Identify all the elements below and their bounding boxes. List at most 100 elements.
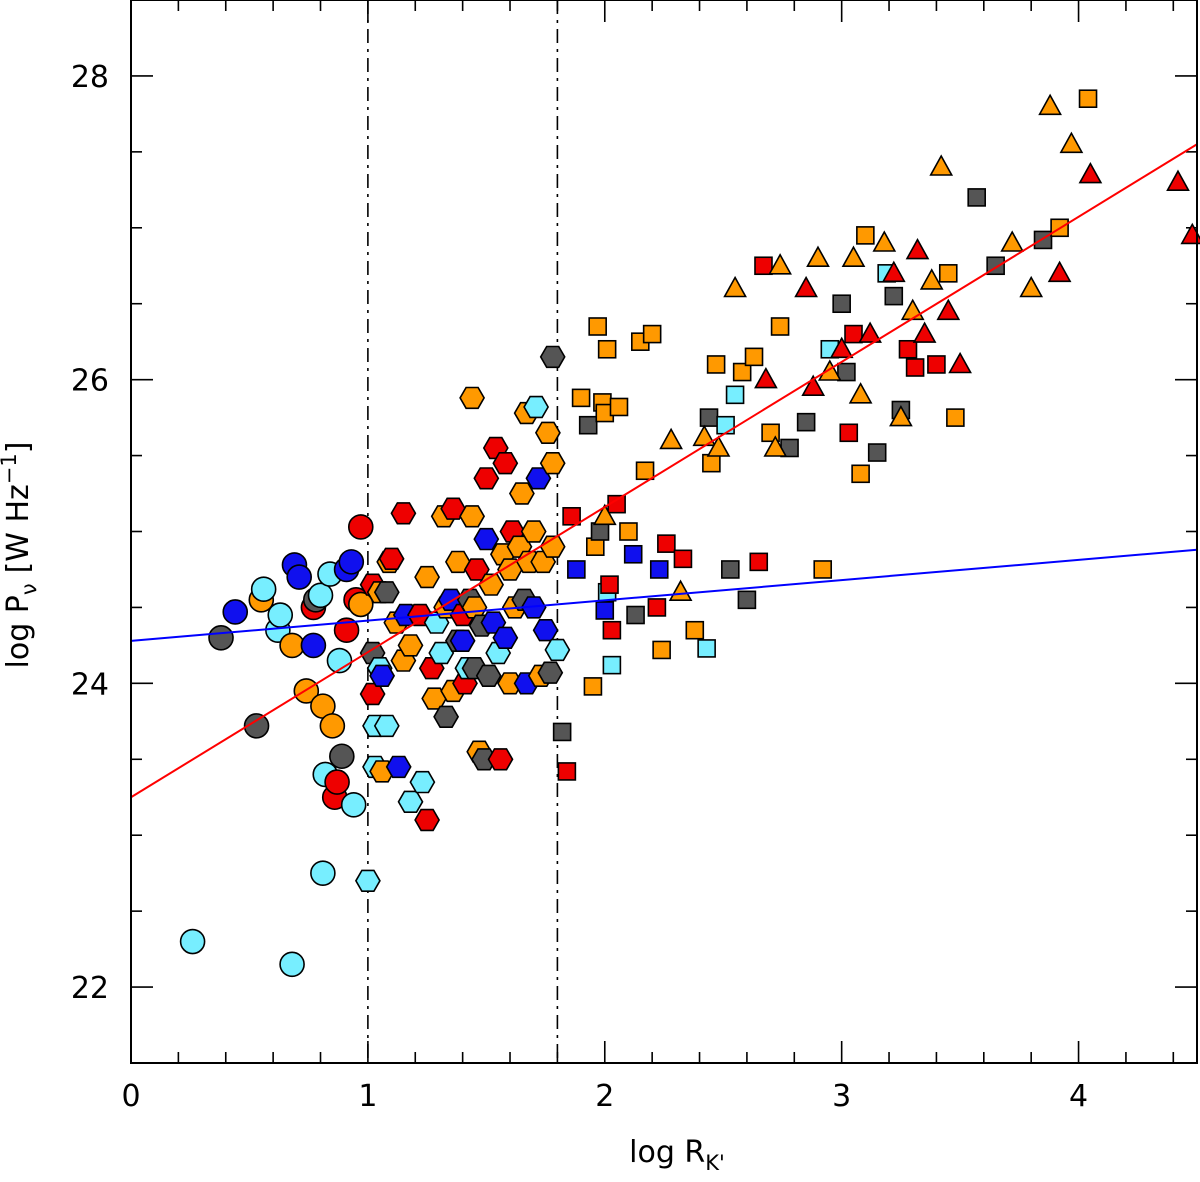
- circle-point: [222, 599, 249, 625]
- hexagon-point: [539, 345, 566, 369]
- circle-point: [329, 743, 355, 770]
- triangle-point: [1166, 169, 1190, 191]
- triangle-point: [919, 268, 944, 290]
- hexagon-point: [354, 869, 381, 893]
- circle-point: [324, 769, 350, 795]
- triangle-point: [1059, 131, 1084, 154]
- circle-point: [333, 617, 360, 644]
- hexagon-point: [373, 581, 400, 604]
- triangle-point: [806, 245, 830, 268]
- triangle-point: [1047, 260, 1072, 283]
- square-point: [721, 560, 740, 579]
- circle-point: [300, 632, 327, 659]
- square-point: [635, 461, 655, 481]
- red-fit-line: [130, 143, 1198, 799]
- hexagon-point: [487, 748, 514, 771]
- hexagon-point: [497, 558, 523, 581]
- triangle-point: [1038, 93, 1062, 116]
- triangle-point: [754, 366, 778, 389]
- square-point: [597, 339, 617, 359]
- triangle-point: [668, 579, 693, 602]
- triangle-point: [592, 503, 617, 526]
- square-point: [583, 677, 603, 696]
- square-point: [567, 560, 586, 579]
- tick-labels: 0 1 2 3 4 22 24 26 28: [71, 60, 1088, 1114]
- square-point: [832, 294, 851, 314]
- square-point: [685, 620, 705, 640]
- hexagon-point: [414, 565, 441, 589]
- circle-point: [347, 591, 374, 618]
- triangle-point: [881, 260, 906, 283]
- square-point: [725, 385, 745, 405]
- hexagon-point: [473, 467, 500, 490]
- triangle-point: [659, 427, 683, 450]
- hexagon-point: [534, 421, 561, 445]
- square-point: [905, 358, 925, 377]
- square-point: [590, 522, 610, 541]
- triangle-point: [929, 154, 954, 176]
- plot-frame: [130, 0, 1198, 1064]
- hexagon-point: [390, 502, 417, 525]
- square-point: [602, 655, 622, 675]
- triangle-point: [948, 351, 972, 374]
- square-point: [770, 317, 790, 336]
- x-tick-label: 0: [121, 1079, 140, 1114]
- circle-point: [179, 928, 206, 955]
- square-point: [657, 534, 676, 553]
- circle-point: [279, 951, 305, 978]
- hexagon-point: [473, 527, 500, 551]
- triangle-point: [936, 298, 961, 321]
- hexagon-point: [414, 808, 441, 832]
- triangle-point: [1000, 230, 1025, 252]
- hexagon-point: [433, 705, 460, 729]
- square-point: [673, 549, 693, 569]
- triangle-point: [848, 382, 873, 404]
- square-point: [884, 286, 904, 306]
- triangle-point: [794, 275, 818, 298]
- triangle-point: [768, 253, 792, 275]
- hexagon-point: [373, 714, 400, 738]
- square-point: [737, 590, 757, 610]
- hexagon-point: [508, 482, 535, 505]
- triangle-point: [706, 435, 731, 457]
- square-point: [609, 397, 629, 417]
- hexagon-point: [475, 664, 502, 688]
- circle-point: [243, 713, 270, 739]
- triangle-point: [723, 275, 747, 298]
- triangle-point: [763, 435, 788, 457]
- circle-point: [286, 564, 312, 590]
- square-point: [967, 188, 986, 207]
- hexagon-point: [459, 386, 486, 410]
- triangle-point: [905, 237, 930, 260]
- x-tick-label: 4: [1069, 1079, 1088, 1114]
- square-point: [649, 560, 669, 579]
- hexagon-point: [544, 638, 571, 662]
- square-point: [706, 355, 726, 374]
- y-tick-label: 26: [71, 364, 109, 399]
- square-point: [837, 362, 856, 382]
- square-point: [946, 408, 965, 427]
- square-point: [851, 464, 870, 484]
- square-point: [749, 552, 769, 572]
- y-axis-title: log Pν[W Hz−1]: [0, 442, 41, 669]
- square-point: [557, 762, 577, 781]
- square-point: [595, 601, 615, 620]
- square-point: [652, 640, 671, 660]
- square-point: [619, 522, 638, 541]
- circle-point: [208, 624, 234, 651]
- hexagon-point: [397, 634, 424, 657]
- square-point: [839, 423, 859, 443]
- circle-point: [310, 860, 336, 886]
- square-point: [856, 226, 875, 245]
- square-point: [744, 347, 764, 367]
- hexagon-point: [409, 770, 436, 794]
- hexagon-point: [492, 451, 519, 475]
- hexagon-point: [444, 550, 471, 574]
- square-point: [602, 620, 622, 640]
- x-tick-label: 2: [595, 1079, 614, 1114]
- circle-point: [338, 549, 365, 575]
- data-points: [179, 89, 1200, 978]
- triangle-point: [841, 245, 866, 268]
- x-axis-title: log RK': [629, 1135, 725, 1175]
- hexagon-point: [449, 629, 476, 653]
